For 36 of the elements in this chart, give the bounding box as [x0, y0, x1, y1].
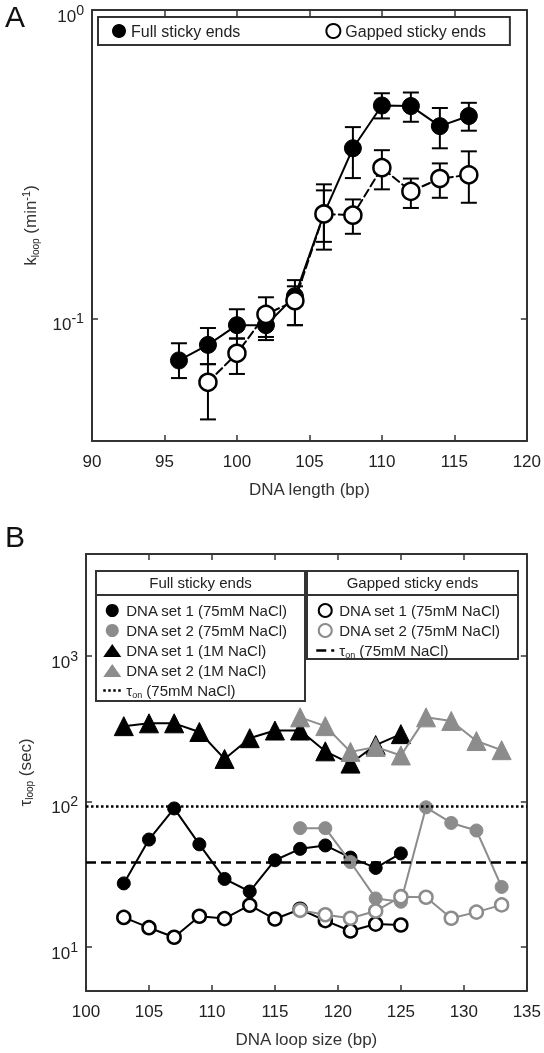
- x-tick-label: 115: [261, 1002, 289, 1021]
- x-tick-label: 105: [295, 452, 324, 471]
- x-axis-title: DNA length (bp): [248, 480, 370, 499]
- y-axis-title: τloop (sec): [15, 738, 35, 807]
- x-tick-label: 110: [368, 452, 396, 471]
- legend-label: DNA set 2 (75mM NaCl): [339, 622, 501, 639]
- y-axis-title: kloop (min-1): [19, 185, 41, 266]
- x-tick-label: 135: [512, 1002, 542, 1021]
- legend-label: Gapped sticky ends: [345, 22, 486, 40]
- y-tick-label: 10$^{-1}$: [52, 309, 84, 334]
- legend-label: DNA set 1 (75mM NaCl): [339, 602, 501, 619]
- legend-label: DNA set 1 (75mM NaCl): [126, 602, 288, 619]
- legend-label: Full sticky ends: [131, 22, 241, 40]
- legend-label: DNA set 2 (1M NaCl): [126, 662, 267, 679]
- legend-label: DNA set 2 (75mM NaCl): [126, 622, 288, 639]
- x-axis-title: DNA loop size (bp): [235, 1030, 378, 1049]
- x-tick-label: 100: [71, 1002, 101, 1021]
- x-tick-label: 95: [155, 452, 174, 471]
- x-tick-label: 105: [134, 1002, 164, 1021]
- y-tick-label: 10$^{0}$: [57, 1, 84, 26]
- y-tick-label: 10$^{3}$: [51, 646, 78, 672]
- x-tick-label: 120: [323, 1002, 353, 1021]
- y-tick-label: 10$^{1}$: [51, 938, 78, 963]
- annotation: Full sticky ends: [97, 572, 304, 596]
- x-tick-label: 90: [82, 452, 102, 471]
- y-tick-label: 10$^{2}$: [51, 792, 78, 818]
- x-tick-label: 100: [222, 452, 252, 471]
- annotation: Gapped sticky ends: [308, 572, 517, 596]
- chart-title: A: [5, 0, 26, 33]
- x-tick-label: 110: [198, 1002, 226, 1021]
- legend-label: DNA set 1 (1M NaCl): [126, 642, 267, 659]
- x-tick-label: 125: [386, 1002, 416, 1021]
- x-tick-label: 130: [449, 1002, 479, 1021]
- chart-title: B: [5, 519, 26, 553]
- x-tick-label: 120: [512, 452, 542, 471]
- x-tick-label: 115: [440, 452, 468, 471]
